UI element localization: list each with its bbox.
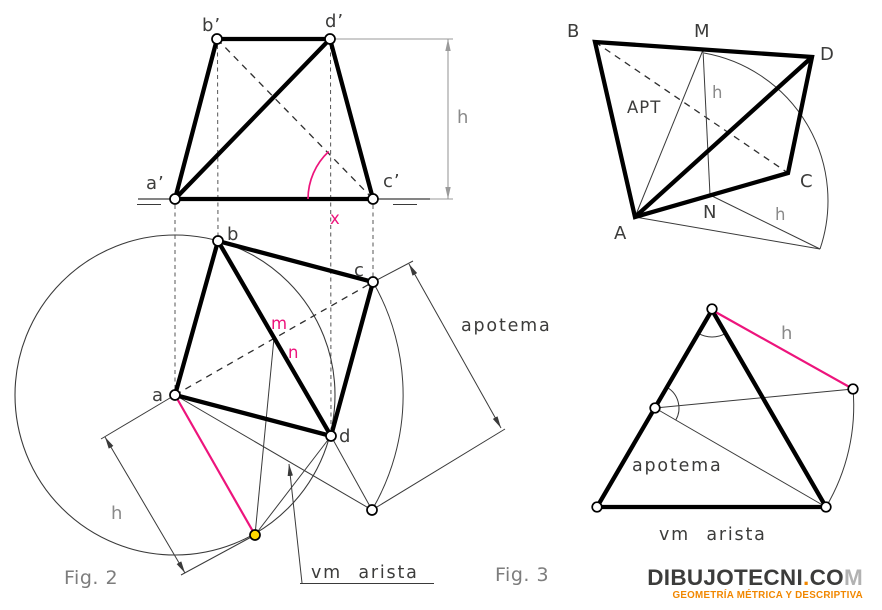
trapezoid-outline: [172, 36, 376, 202]
point-b-marker: [212, 235, 224, 247]
angle-arc-x: [307, 150, 330, 200]
label-h-face: h: [712, 83, 723, 102]
label-m: m: [271, 314, 288, 333]
label-a: a: [152, 385, 164, 406]
diagonal-ad: [173, 37, 332, 201]
base-left-marker: [591, 501, 603, 513]
label-M: M: [694, 21, 711, 42]
rotated-c-marker: [366, 504, 378, 516]
label-D: D: [820, 44, 835, 65]
quadrilateral-ABDC: [592, 39, 815, 220]
label-apotema: apotema: [461, 316, 552, 336]
label-A: A: [614, 223, 627, 244]
h-extension-a: [100, 394, 176, 440]
logo-brand-co: CO: [809, 565, 844, 591]
point-a-prime-marker: [169, 193, 181, 205]
dim-line-apotema: [408, 263, 502, 429]
line-A-M: [634, 49, 704, 218]
fig3-folded-quadrilateral: B M D A C N APT h h: [567, 21, 835, 250]
label-d-prime: d’: [325, 11, 344, 32]
point-c-prime-marker: [367, 193, 379, 205]
label-vm-arista-face: vm arista: [659, 525, 767, 545]
plan-diagonal-bd: [216, 239, 333, 438]
label-c-prime: c’: [383, 171, 401, 192]
fig3-caption: Fig. 3: [495, 564, 549, 586]
site-logo: DIBUJOTECNI.COM GEOMETRÍA MÉTRICA Y DESC…: [647, 566, 863, 601]
logo-brand-m: M: [843, 565, 863, 591]
line-mid-to-h-point: [654, 388, 854, 409]
projection-line-b: [217, 44, 219, 242]
true-height-segment-face: [711, 309, 854, 390]
h-endpoint-marker: [847, 383, 859, 395]
diagonal-bc-dashed: [216, 38, 374, 200]
projection-line-d: [330, 44, 332, 437]
fig2-vertical-projection: a’ b’ d’ c’ x h: [137, 11, 469, 437]
fold-down-arc: [825, 388, 855, 508]
logo-brand-dot: .: [803, 565, 810, 591]
label-b: b: [227, 224, 239, 245]
point-d-marker: [325, 430, 337, 442]
midpoint-angle-arc: [666, 386, 680, 421]
label-vm-arista: vm arista: [311, 563, 419, 583]
apotema-line: [654, 407, 827, 508]
diagonal-ac-extension: [372, 260, 414, 283]
rotated-apex-marker-yellow: [249, 529, 261, 541]
point-a-marker: [169, 389, 181, 401]
diagonal-BC-dashed: [594, 41, 789, 174]
line-d-rotated-c: [330, 435, 373, 511]
logo-brand-main: DIBUJOTECNI: [647, 565, 804, 591]
line-a-rotated-c: [174, 394, 373, 511]
label-APT: APT: [627, 98, 661, 117]
line-d-rotated-b: [254, 435, 332, 536]
label-a-prime: a’: [146, 173, 165, 194]
fold-arc: [703, 52, 829, 250]
logo-tagline: GEOMETRÍA MÉTRICA Y DESCRIPTIVA: [672, 589, 863, 601]
dim-line-h-plan: [104, 436, 186, 574]
logo-brand: DIBUJOTECNI.COM: [647, 566, 863, 590]
true-height-segment: [174, 394, 256, 536]
label-C: C: [800, 171, 814, 192]
fig3-true-face-triangle: h apotema vm arista: [591, 303, 859, 545]
line-M-N-height: [702, 49, 711, 196]
label-b-prime: b’: [202, 15, 221, 36]
label-h-fold: h: [775, 205, 786, 224]
apotema-parallel-line: [371, 428, 506, 511]
label-B: B: [567, 21, 580, 42]
base-right-marker: [820, 501, 832, 513]
line-m-rotated-b: [254, 337, 275, 536]
rotation-arc-c: [371, 281, 404, 511]
label-h-face-true: h: [781, 323, 793, 344]
label-d: d: [339, 426, 351, 447]
point-c-marker: [367, 276, 379, 288]
fig2-caption: Fig. 2: [64, 567, 118, 589]
vm-arista-leader: [287, 463, 303, 584]
edge-midpoint-marker: [649, 402, 661, 414]
label-c: c: [354, 260, 365, 281]
apex-angle-arc: [698, 332, 726, 338]
label-apotema-face: apotema: [632, 456, 723, 476]
apex-marker: [706, 303, 718, 315]
h-extension-rotated: [180, 534, 256, 576]
label-N: N: [703, 202, 717, 223]
label-n: n: [288, 343, 299, 362]
fig2-horizontal-projection: a b c d m n h apotema vm arista: [14, 224, 552, 584]
point-d-prime-marker: [324, 33, 336, 45]
label-h-plan: h: [111, 503, 123, 524]
line-A-fold-point: [634, 216, 821, 250]
diagonal-AD: [633, 55, 814, 219]
label-angle-x: x: [330, 209, 341, 228]
label-h-vertical: h: [457, 107, 469, 128]
point-b-prime-marker: [211, 33, 223, 45]
line-N-fold-point: [709, 194, 821, 250]
